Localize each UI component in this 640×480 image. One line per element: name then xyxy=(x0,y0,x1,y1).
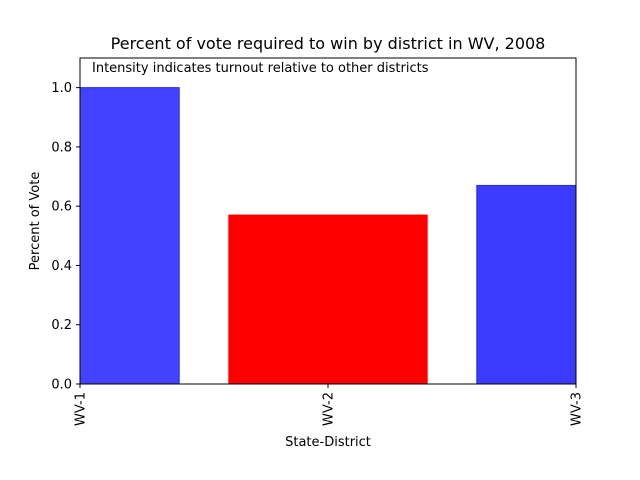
y-axis-label: Percent of Vote xyxy=(28,172,43,271)
x-axis-label: State-District xyxy=(285,435,371,450)
x-tick-label: WV-1 xyxy=(74,392,89,426)
bars xyxy=(80,87,576,384)
plot-area: 0.0 0.2 0.4 0.6 0.8 1.0 WV-1 WV-2 WV-3 xyxy=(51,57,585,426)
y-tick-label: 0.8 xyxy=(51,140,72,155)
y-tick-label: 0.4 xyxy=(51,259,72,274)
y-tick-label: 0.0 xyxy=(51,378,72,393)
bar-wv-1 xyxy=(80,87,180,384)
bar-wv-3 xyxy=(476,184,576,384)
chart-annotation: Intensity indicates turnout relative to … xyxy=(92,61,429,76)
x-tick-label: WV-3 xyxy=(570,392,585,426)
chart-title: Percent of vote required to win by distr… xyxy=(111,34,546,53)
y-tick-label: 1.0 xyxy=(51,81,72,96)
y-tick-label: 0.2 xyxy=(51,318,72,333)
x-tick-label: WV-2 xyxy=(322,392,337,426)
y-tick-label: 0.6 xyxy=(51,200,72,215)
bar-wv-2 xyxy=(228,214,428,384)
